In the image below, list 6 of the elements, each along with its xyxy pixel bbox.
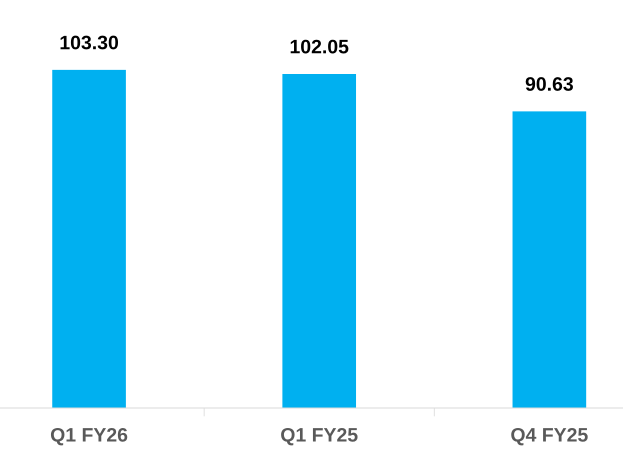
x-tick-label: Q1 FY25	[281, 428, 358, 446]
x-tick-label: Q4 FY25	[511, 428, 588, 446]
data-label: 90.63	[526, 77, 573, 91]
data-label: 102.05	[290, 40, 348, 54]
data-label: 103.30	[60, 36, 118, 50]
x-tick-label: Q1 FY26	[50, 428, 128, 446]
